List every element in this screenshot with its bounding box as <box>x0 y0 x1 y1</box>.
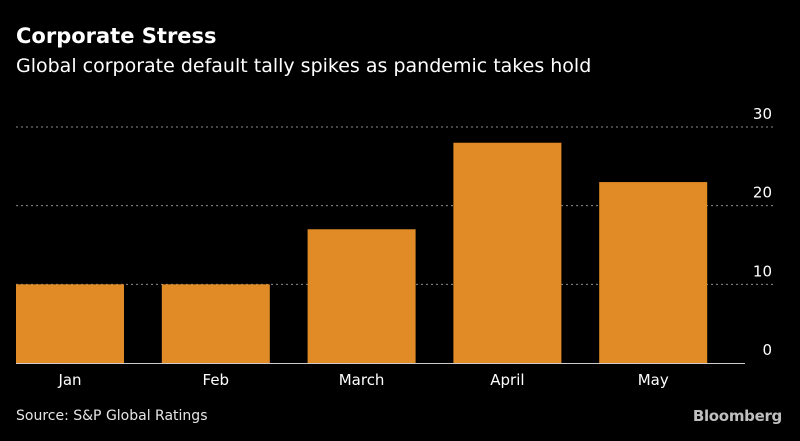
source-note: Source: S&P Global Ratings <box>16 408 208 424</box>
y-tick-label: 0 <box>762 341 772 359</box>
y-tick-label: 30 <box>753 105 772 123</box>
x-tick-label: Jan <box>57 371 81 389</box>
y-tick-label: 10 <box>753 262 772 280</box>
x-tick-label: Feb <box>203 371 230 389</box>
bar-feb <box>161 284 270 363</box>
chart-subtitle: Global corporate default tally spikes as… <box>16 55 592 77</box>
bar-april <box>453 142 562 363</box>
x-tick-label: May <box>638 371 669 389</box>
bar-may <box>599 182 708 363</box>
x-tick-label: April <box>490 371 524 389</box>
bloomberg-logo: Bloomberg <box>692 407 782 425</box>
chart-title: Corporate Stress <box>16 24 217 48</box>
x-tick-label: March <box>339 371 385 389</box>
bar-jan <box>16 284 124 363</box>
y-tick-label: 20 <box>753 184 772 202</box>
bar-march <box>307 229 416 363</box>
